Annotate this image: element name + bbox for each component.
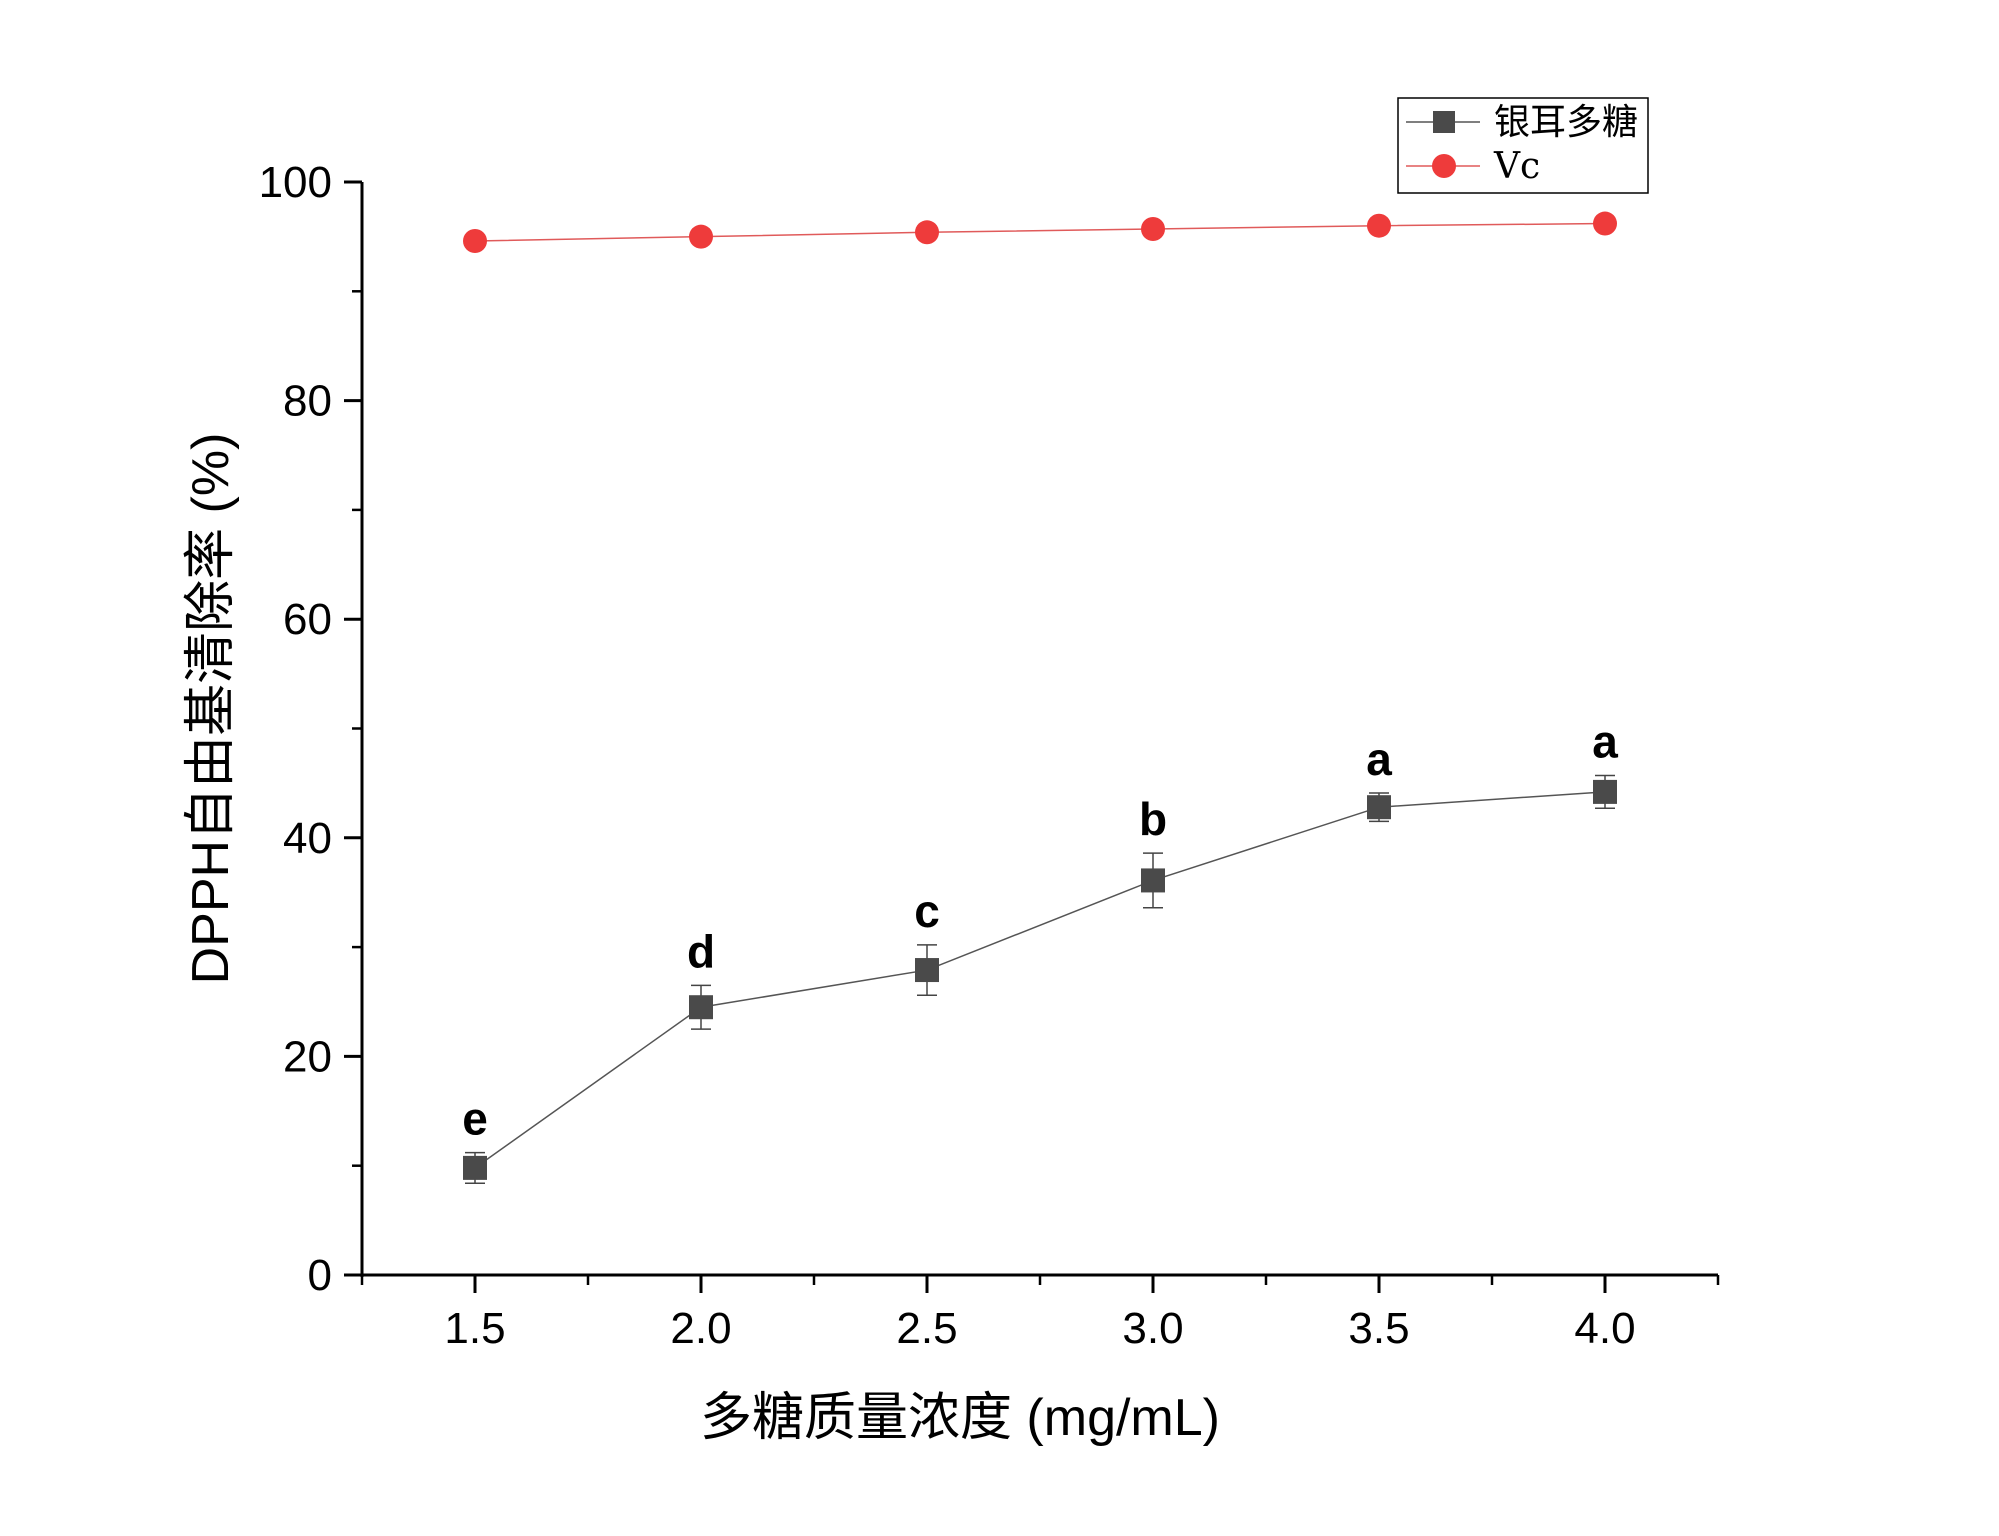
series-1 [463,211,1617,254]
x-tick-label: 2.5 [896,1304,957,1353]
legend-label: 银耳多糖 [1494,102,1638,143]
legend-marker [1433,111,1455,133]
series-layer [463,211,1617,1184]
x-tick-label: 2.0 [670,1304,731,1353]
y-tick-label: 20 [283,1032,332,1081]
legend-marker [1432,154,1456,178]
data-point [1141,216,1165,241]
series-0 [463,774,1617,1184]
significance-label: a [1366,733,1392,785]
y-tick-label: 40 [283,814,332,863]
significance-label: c [914,885,940,937]
data-point [915,958,939,983]
legend-label: Vc [1493,146,1540,187]
significance-label: e [462,1093,488,1145]
y-axis-title: DPPH自由基清除率 (%) [182,433,240,985]
data-point [463,1155,487,1180]
data-point [1367,213,1391,238]
data-point [1593,211,1617,236]
data-point [1367,795,1391,820]
axes: 0 20 40 60 80 100 1.5 2.0 2.5 3.0 3.5 4.0 [259,158,1720,1353]
significance-label: b [1139,793,1167,845]
data-point [915,220,939,245]
data-point [1593,779,1617,804]
data-point [463,229,487,254]
annotation-layer: e d c b a a [462,715,1618,1144]
series-line [474,222,1606,242]
y-tick-label: 100 [259,158,332,207]
y-tick-label: 80 [283,377,332,426]
x-tick-label: 3.0 [1122,1304,1183,1353]
series-line [474,791,1606,1169]
data-point [689,995,713,1020]
data-point [689,224,713,249]
x-tick-label: 3.5 [1348,1304,1409,1353]
significance-label: d [687,925,715,977]
x-tick-label: 4.0 [1574,1304,1635,1353]
significance-label: a [1592,715,1618,767]
x-tick-label: 1.5 [444,1304,505,1353]
data-point [1141,868,1165,893]
y-tick-label: 60 [283,595,332,644]
y-tick-label: 0 [308,1251,332,1300]
x-axis-title: 多糖质量浓度 (mg/mL) [700,1389,1220,1447]
